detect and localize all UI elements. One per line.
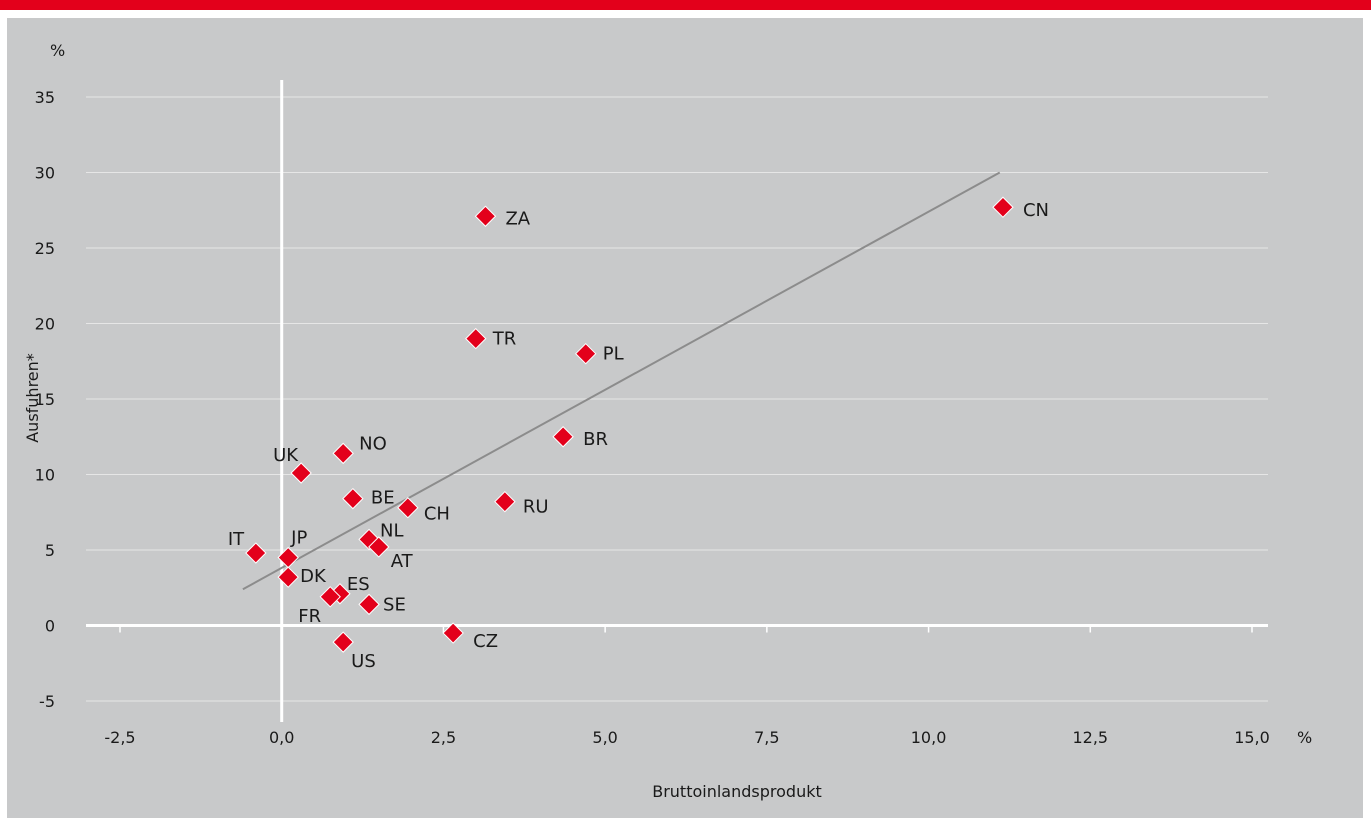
point-label-it: IT <box>228 529 245 550</box>
scatter-point-ch <box>397 497 419 519</box>
point-label-be: BE <box>371 488 395 509</box>
scatter-point-ru <box>494 490 516 513</box>
data-points: CN ZA TR PL BR RU NO UK BE CH NL AT IT JP DK ES FR SE CZ US <box>228 196 1049 672</box>
point-label-cn: CN <box>1023 200 1049 221</box>
scatter-point-at <box>368 536 390 558</box>
x-tick-label: 7,5 <box>754 728 779 747</box>
tick-labels: -5 0 5 10 15 20 25 30 35 -2,5 0,0 2,5 5,0 7,5 10,0 12,5… <box>35 88 1270 747</box>
y-tick-label: -5 <box>39 692 55 711</box>
red-top-bar <box>0 0 1371 10</box>
scatter-point-be <box>342 487 364 510</box>
scatter-point-cn <box>992 196 1014 218</box>
scatter-point-cz <box>442 622 464 644</box>
scatter-point-tr <box>465 327 487 350</box>
scatter-point-fr <box>319 586 341 608</box>
scatter-point-br <box>552 426 574 448</box>
y-tick-label: 0 <box>45 617 55 636</box>
point-label-ru: RU <box>523 497 549 518</box>
x-tick-label: 15,0 <box>1234 728 1270 747</box>
scatter-point-no <box>332 442 354 465</box>
x-tick-label: 5,0 <box>592 728 617 747</box>
gridlines <box>86 96 1268 702</box>
y-tick-label: 25 <box>35 239 55 258</box>
scatter-point-za <box>474 205 497 227</box>
x-unit-label: % <box>1297 728 1312 747</box>
x-tick-label: -2,5 <box>104 728 135 747</box>
point-label-za: ZA <box>505 208 530 229</box>
point-label-no: NO <box>359 433 387 454</box>
scatter-point-se <box>358 593 380 616</box>
point-label-at: AT <box>391 551 414 572</box>
x-tick-label: 0,0 <box>269 728 294 747</box>
trend-line <box>242 171 1001 591</box>
x-tick-label: 2,5 <box>431 728 456 747</box>
scatter-point-it <box>245 542 267 564</box>
x-tick-label: 10,0 <box>911 728 947 747</box>
point-label-jp: JP <box>290 528 307 549</box>
scatter-point-pl <box>575 342 597 365</box>
x-axis-label: Bruttoinlandsprodukt <box>652 782 822 801</box>
point-label-fr: FR <box>298 606 321 627</box>
point-label-us: US <box>351 651 376 672</box>
scatter-point-us <box>332 631 354 653</box>
point-label-nl: NL <box>380 520 404 541</box>
axes <box>86 80 1268 722</box>
chart-panel <box>7 18 1363 818</box>
point-label-br: BR <box>583 429 608 450</box>
point-label-pl: PL <box>603 344 624 365</box>
y-axis-label: Ausfuhren* <box>23 353 42 443</box>
y-tick-label: 15 <box>35 390 55 409</box>
y-tick-label: 30 <box>35 164 55 183</box>
y-tick-label: 35 <box>35 88 55 107</box>
x-tick-label: 12,5 <box>1072 728 1108 747</box>
scatter-point-dk <box>277 566 299 588</box>
point-label-dk: DK <box>300 566 327 587</box>
y-tick-label: 5 <box>45 541 55 560</box>
point-label-es: ES <box>347 574 370 595</box>
point-label-se: SE <box>383 594 406 615</box>
point-label-tr: TR <box>492 329 517 350</box>
point-label-ch: CH <box>424 504 450 525</box>
point-label-cz: CZ <box>473 631 498 652</box>
y-tick-label: 10 <box>35 466 55 485</box>
y-tick-label: 20 <box>35 315 55 334</box>
point-label-uk: UK <box>273 445 299 466</box>
scatter-point-uk <box>290 462 312 484</box>
y-unit-label: % <box>50 41 65 60</box>
